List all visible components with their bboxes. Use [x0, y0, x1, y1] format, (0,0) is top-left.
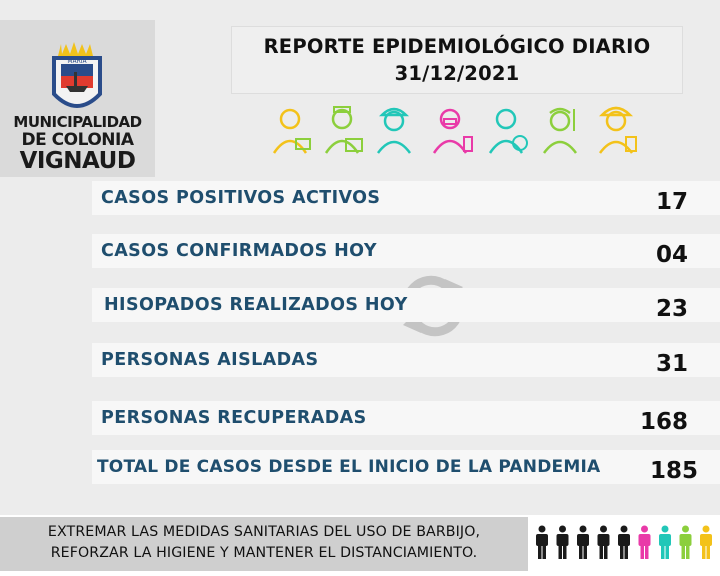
social-distancing-people-icons — [536, 525, 712, 559]
municipality-logo: MARÍA MUNICIPALIDAD DE COLONIA VIGNAUD — [0, 20, 155, 177]
person-icon — [597, 525, 610, 559]
crest-icon: MARÍA — [52, 42, 102, 108]
builder-icon — [376, 107, 412, 154]
stat-label: PERSONAS RECUPERADAS — [101, 408, 367, 428]
health-worker-icon — [488, 108, 528, 154]
person-icon — [679, 525, 692, 559]
stat-row-recovered: PERSONAS RECUPERADAS 168 — [92, 401, 720, 435]
firefighter-icon — [598, 106, 637, 154]
stat-value: 31 — [655, 351, 688, 377]
svg-text:MARÍA: MARÍA — [67, 58, 87, 65]
logo-line-1: MUNICIPALIDAD — [13, 113, 142, 131]
report-title-box: REPORTE EPIDEMIOLÓGICO DIARIO 31/12/2021 — [231, 26, 683, 94]
logo-line-3: VIGNAUD — [19, 148, 136, 174]
stat-label: PERSONAS AISLADAS — [101, 350, 319, 370]
nurse-icon — [324, 106, 363, 154]
stat-row-swabs-today: HISOPADOS REALIZADOS HOY 23 — [92, 288, 720, 322]
workers-illustration — [272, 106, 637, 154]
person-icon — [638, 525, 651, 559]
stat-label: CASOS CONFIRMADOS HOY — [101, 241, 377, 261]
stat-label: HISOPADOS REALIZADOS HOY — [104, 295, 408, 315]
person-icon — [659, 525, 671, 559]
stat-row-isolated: PERSONAS AISLADAS 31 — [92, 343, 720, 377]
footer-line-1: EXTREMAR LAS MEDIDAS SANITARIAS DEL USO … — [47, 524, 481, 540]
person-icon — [577, 525, 589, 559]
stat-value: 23 — [655, 296, 688, 322]
footer-message: EXTREMAR LAS MEDIDAS SANITARIAS DEL USO … — [0, 517, 528, 571]
report-title: REPORTE EPIDEMIOLÓGICO DIARIO — [263, 35, 651, 58]
stat-label: CASOS POSITIVOS ACTIVOS — [101, 188, 381, 208]
report-date: 31/12/2021 — [394, 62, 520, 85]
person-icon — [556, 525, 569, 559]
businessman-icon — [272, 108, 311, 154]
stat-value: 04 — [655, 242, 688, 268]
logo-line-2: DE COLONIA — [21, 130, 134, 150]
stat-value: 185 — [649, 458, 698, 484]
person-icon — [618, 525, 630, 559]
stat-label: TOTAL DE CASOS DESDE EL INICIO DE LA PAN… — [97, 457, 601, 477]
doctor-icon — [432, 108, 473, 154]
stat-value: 17 — [655, 189, 688, 215]
stat-row-active-cases: CASOS POSITIVOS ACTIVOS 17 — [92, 181, 720, 215]
person-icon — [700, 525, 712, 559]
person-icon — [536, 525, 548, 559]
stat-row-total-cases: TOTAL DE CASOS DESDE EL INICIO DE LA PAN… — [92, 450, 720, 484]
stat-value: 168 — [639, 409, 688, 435]
painter-icon — [542, 107, 578, 154]
stat-row-confirmed-today: CASOS CONFIRMADOS HOY 04 — [92, 234, 720, 268]
footer-line-2: REFORZAR LA HIGIENE Y MANTENER EL DISTAN… — [50, 545, 478, 561]
